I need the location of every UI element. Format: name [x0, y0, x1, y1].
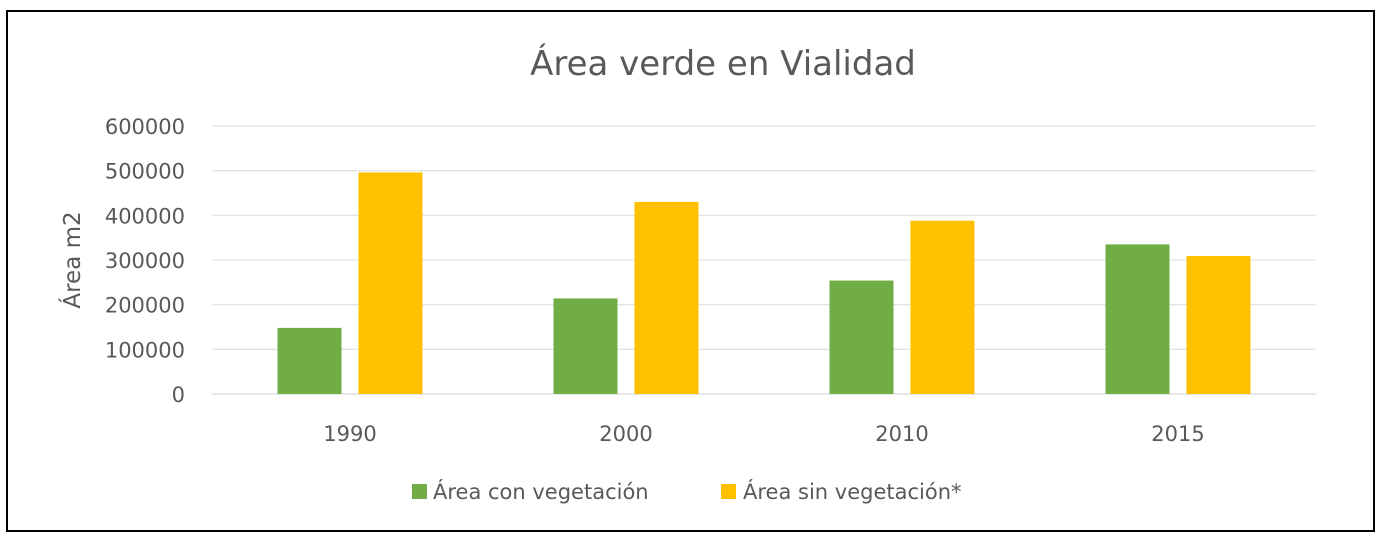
y-axis-title: Área m2 — [58, 211, 86, 308]
y-tick-label: 200000 — [105, 294, 185, 318]
y-tick-label: 600000 — [105, 115, 185, 139]
legend-label: Área sin vegetación* — [743, 479, 962, 504]
x-tick-label: 2015 — [1151, 422, 1204, 446]
bar-rea-sin-vegetaci-n-2000 — [634, 201, 699, 394]
y-tick-label: 100000 — [105, 338, 185, 362]
bar-rea-sin-vegetaci-n-1990 — [358, 172, 423, 394]
bars — [277, 172, 1251, 394]
y-tick-label: 500000 — [105, 160, 185, 184]
x-tick-label: 1990 — [323, 422, 376, 446]
legend-swatch — [721, 484, 736, 499]
y-axis-ticks: 0 100000 200000 300000 400000 500000 600000 — [105, 115, 185, 407]
bar-rea-sin-vegetaci-n-2010 — [910, 220, 975, 394]
y-tick-label: 300000 — [105, 249, 185, 273]
x-tick-label: 2000 — [599, 422, 652, 446]
y-tick-label: 0 — [172, 383, 185, 407]
legend-label: Área con vegetación — [433, 479, 649, 504]
bar-rea-con-vegetaci-n-2015 — [1105, 244, 1170, 394]
bar-rea-sin-vegetaci-n-2015 — [1186, 255, 1251, 394]
chart-title: Área verde en Vialidad — [530, 43, 916, 84]
bar-rea-con-vegetaci-n-2010 — [829, 280, 894, 394]
legend: Área con vegetación Área sin vegetación* — [412, 479, 962, 504]
y-tick-label: 400000 — [105, 204, 185, 228]
x-tick-label: 2010 — [875, 422, 928, 446]
legend-swatch — [412, 484, 427, 499]
bar-rea-con-vegetaci-n-2000 — [553, 298, 618, 394]
bar-rea-con-vegetaci-n-1990 — [277, 327, 342, 394]
x-axis-ticks: 1990 2000 2010 2015 — [323, 422, 1204, 446]
